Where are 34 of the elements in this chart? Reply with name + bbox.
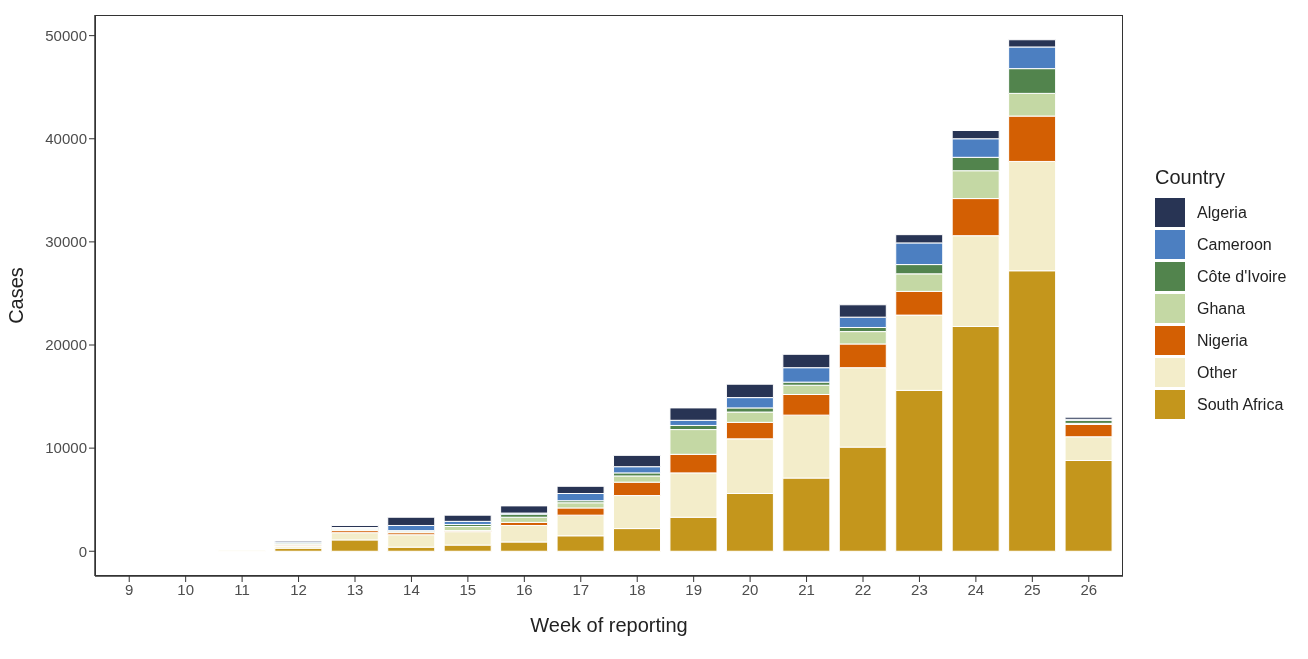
legend-label: Ghana	[1197, 299, 1246, 318]
x-tick-label: 25	[1023, 580, 1041, 598]
x-tick-label: 9	[125, 580, 134, 598]
legend-label: Other	[1197, 363, 1238, 382]
x-tick-label: 23	[911, 580, 928, 598]
y-axis-title: Cases	[5, 267, 28, 324]
x-tick-label: 10	[177, 580, 195, 598]
x-tick-label: 15	[459, 580, 477, 598]
y-tick-label: 30000	[45, 233, 87, 251]
x-tick-label: 24	[967, 580, 985, 598]
x-tick-label: 13	[346, 580, 364, 598]
y-tick-label: 10000	[45, 439, 87, 457]
y-tick-label: 40000	[45, 130, 87, 148]
y-tick-label: 20000	[45, 336, 87, 354]
x-tick-label: 22	[854, 580, 872, 598]
legend-title: Country	[1155, 165, 1227, 189]
x-tick-label: 20	[741, 580, 759, 598]
x-axis-title: Week of reporting	[530, 614, 688, 636]
x-tick-label: 11	[234, 580, 250, 598]
x-tick-label: 26	[1080, 580, 1098, 598]
x-tick-label: 16	[515, 580, 533, 598]
y-tick-label: 50000	[45, 26, 87, 44]
legend-label: Côte d'Ivoire	[1197, 267, 1287, 286]
x-tick-label: 18	[628, 580, 646, 598]
legend-label: Cameroon	[1197, 235, 1272, 254]
x-tick-label: 21	[798, 580, 815, 598]
x-tick-label: 14	[403, 580, 420, 598]
legend-label: Nigeria	[1197, 331, 1248, 350]
legend-label: Algeria	[1197, 203, 1247, 222]
y-tick-label: 0	[78, 542, 87, 560]
x-tick-label: 19	[685, 580, 703, 598]
x-tick-label: 17	[572, 580, 590, 598]
legend-label: South Africa	[1197, 395, 1284, 414]
x-tick-label: 12	[290, 580, 307, 598]
